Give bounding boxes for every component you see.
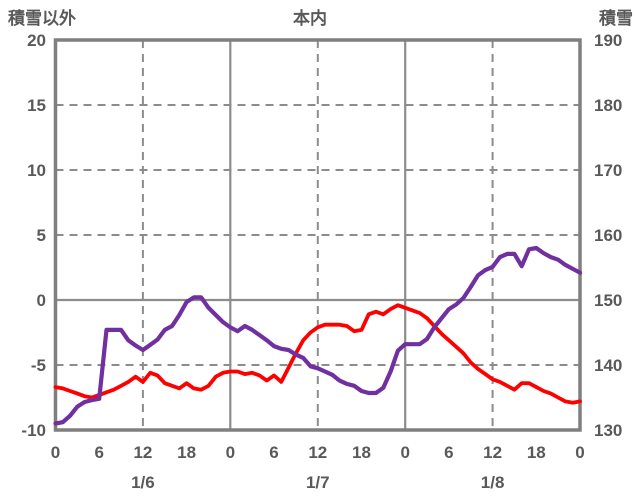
date-label: 1/8 xyxy=(481,473,505,492)
x-tick-label: 18 xyxy=(177,443,196,462)
series-lines xyxy=(53,245,583,426)
x-tick-label: 0 xyxy=(400,443,409,462)
vertical-gridlines xyxy=(141,40,494,430)
right-tick-label: 140 xyxy=(594,356,622,375)
x-tick-label: 0 xyxy=(51,443,60,462)
right-axis-tick-labels: 190 180 170 160 150 140 130 xyxy=(594,31,622,440)
right-tick-label: 180 xyxy=(594,96,622,115)
x-axis-tick-labels: 0 6 12 18 0 6 12 18 0 6 12 18 0 xyxy=(51,443,585,462)
right-tick-label: 170 xyxy=(594,161,622,180)
left-axis-title: 積雪以外 xyxy=(8,8,76,28)
left-tick-label: 20 xyxy=(27,31,46,50)
x-tick-label: 12 xyxy=(308,443,327,462)
plot-frame xyxy=(53,38,582,432)
x-tick-label: 6 xyxy=(269,443,278,462)
x-axis-date-labels: 1/6 1/7 1/8 xyxy=(131,473,504,492)
left-tick-label: 5 xyxy=(37,226,46,245)
left-tick-label: 10 xyxy=(27,161,46,180)
series-line-red xyxy=(53,303,582,405)
series-line-purple xyxy=(53,245,583,426)
right-tick-label: 160 xyxy=(594,226,622,245)
x-tick-label: 18 xyxy=(527,443,546,462)
left-tick-label: -5 xyxy=(31,356,46,375)
x-tick-label: 6 xyxy=(94,443,103,462)
right-tick-label: 130 xyxy=(594,421,622,440)
date-label: 1/6 xyxy=(131,473,155,492)
x-tick-label: 12 xyxy=(483,443,502,462)
right-tick-label: 190 xyxy=(594,31,622,50)
left-tick-label: 15 xyxy=(27,96,46,115)
x-tick-label: 6 xyxy=(444,443,453,462)
chart-title: 本内 xyxy=(293,8,327,28)
right-tick-label: 150 xyxy=(594,291,622,310)
x-tick-label: 0 xyxy=(575,443,584,462)
x-tick-label: 18 xyxy=(352,443,371,462)
right-axis-title: 積雪 xyxy=(599,8,633,28)
left-axis-tick-labels: 20 15 10 5 0 -5 -10 xyxy=(21,31,46,440)
left-tick-label: 0 xyxy=(37,291,46,310)
left-tick-label: -10 xyxy=(21,421,46,440)
date-label: 1/7 xyxy=(306,473,330,492)
x-tick-label: 0 xyxy=(226,443,235,462)
x-tick-label: 12 xyxy=(133,443,152,462)
